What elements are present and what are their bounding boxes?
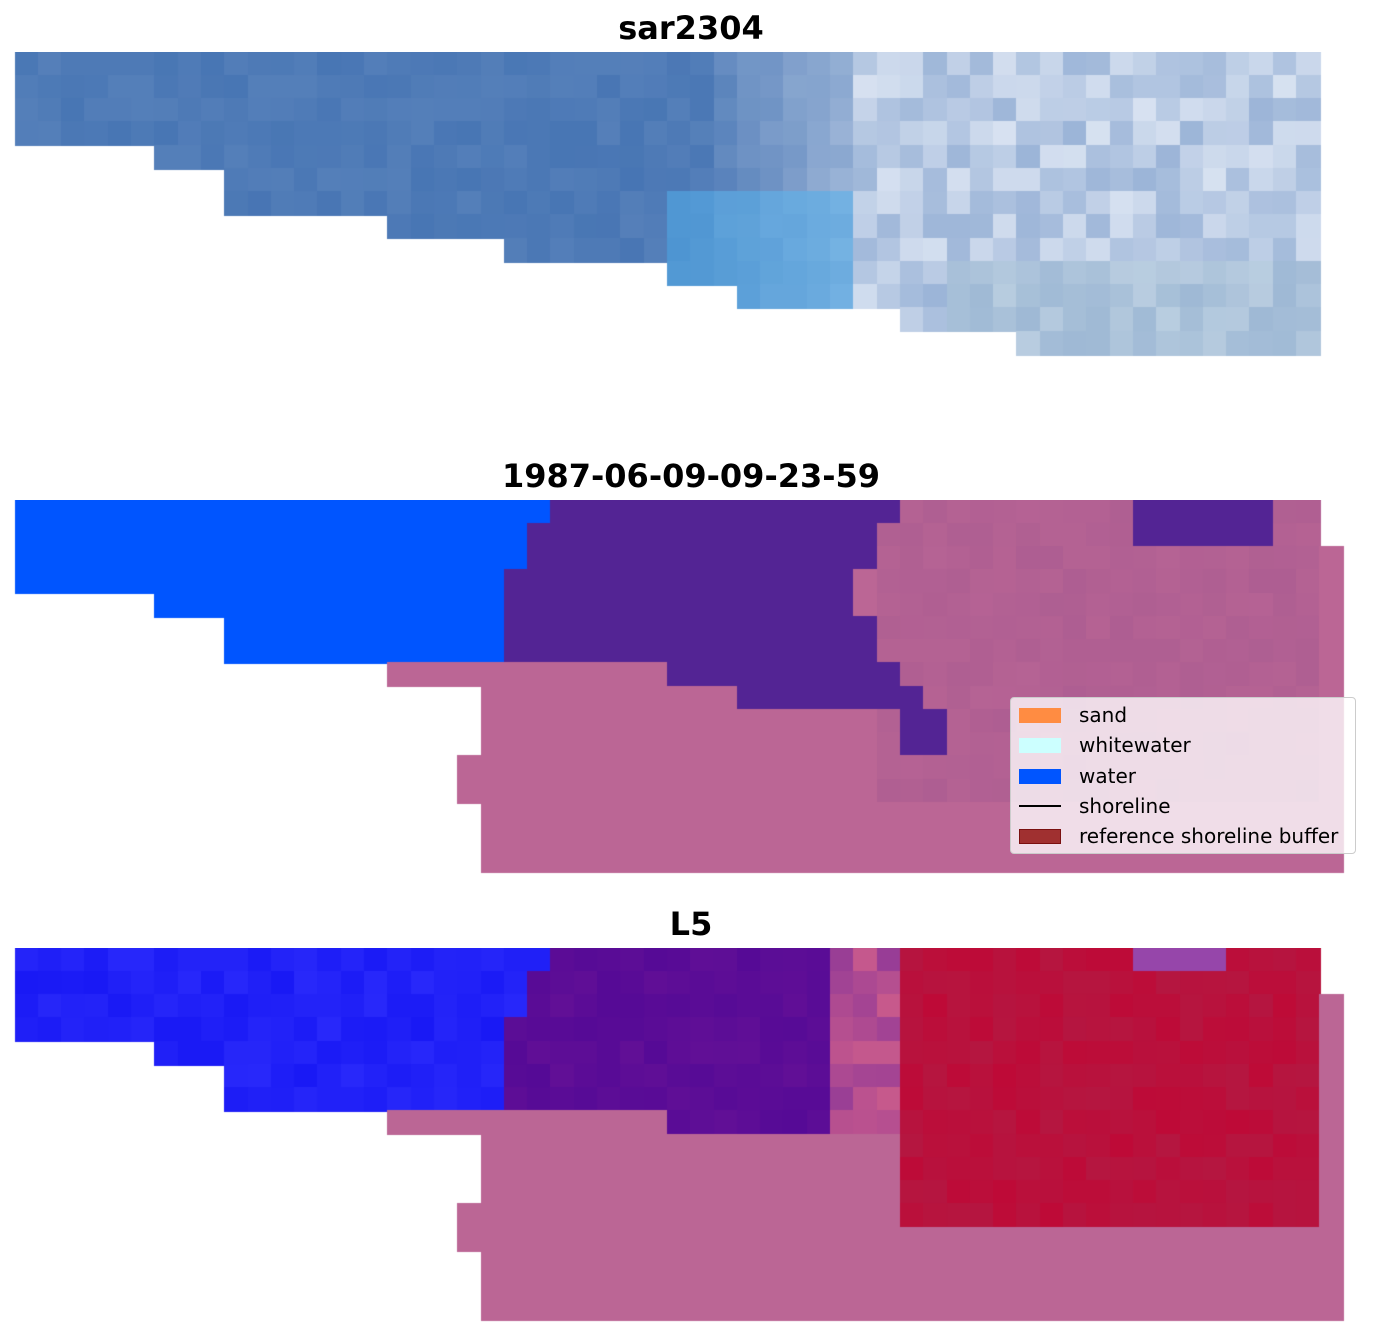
legend-item-sand: sand <box>1019 703 1127 727</box>
panel-title-sar: sar2304 <box>618 9 764 47</box>
sand-swatch <box>1019 707 1061 723</box>
legend-item-buffer: reference shoreline buffer <box>1019 824 1338 848</box>
legend-label-water: water <box>1079 764 1136 788</box>
shoreline-line-swatch <box>1019 805 1061 807</box>
whitewater-swatch <box>1019 737 1061 753</box>
legend-label-buffer: reference shoreline buffer <box>1079 824 1339 848</box>
panel-title-l5: L5 <box>669 905 713 943</box>
legend-label-sand: sand <box>1079 703 1128 727</box>
legend-label-shoreline: shoreline <box>1079 794 1171 818</box>
legend-item-whitewater: whitewater <box>1019 733 1191 757</box>
sar-image-panel <box>0 52 1382 382</box>
legend-label-whitewater: whitewater <box>1079 733 1191 757</box>
legend: sand whitewater water shoreline referenc… <box>1010 697 1356 854</box>
buffer-swatch <box>1019 828 1061 844</box>
panel-title-classification: 1987-06-09-09-23-59 <box>501 457 881 495</box>
legend-item-shoreline: shoreline <box>1019 794 1171 818</box>
water-swatch <box>1019 768 1061 784</box>
legend-item-water: water <box>1019 764 1136 788</box>
l5-image-panel <box>0 948 1382 1328</box>
